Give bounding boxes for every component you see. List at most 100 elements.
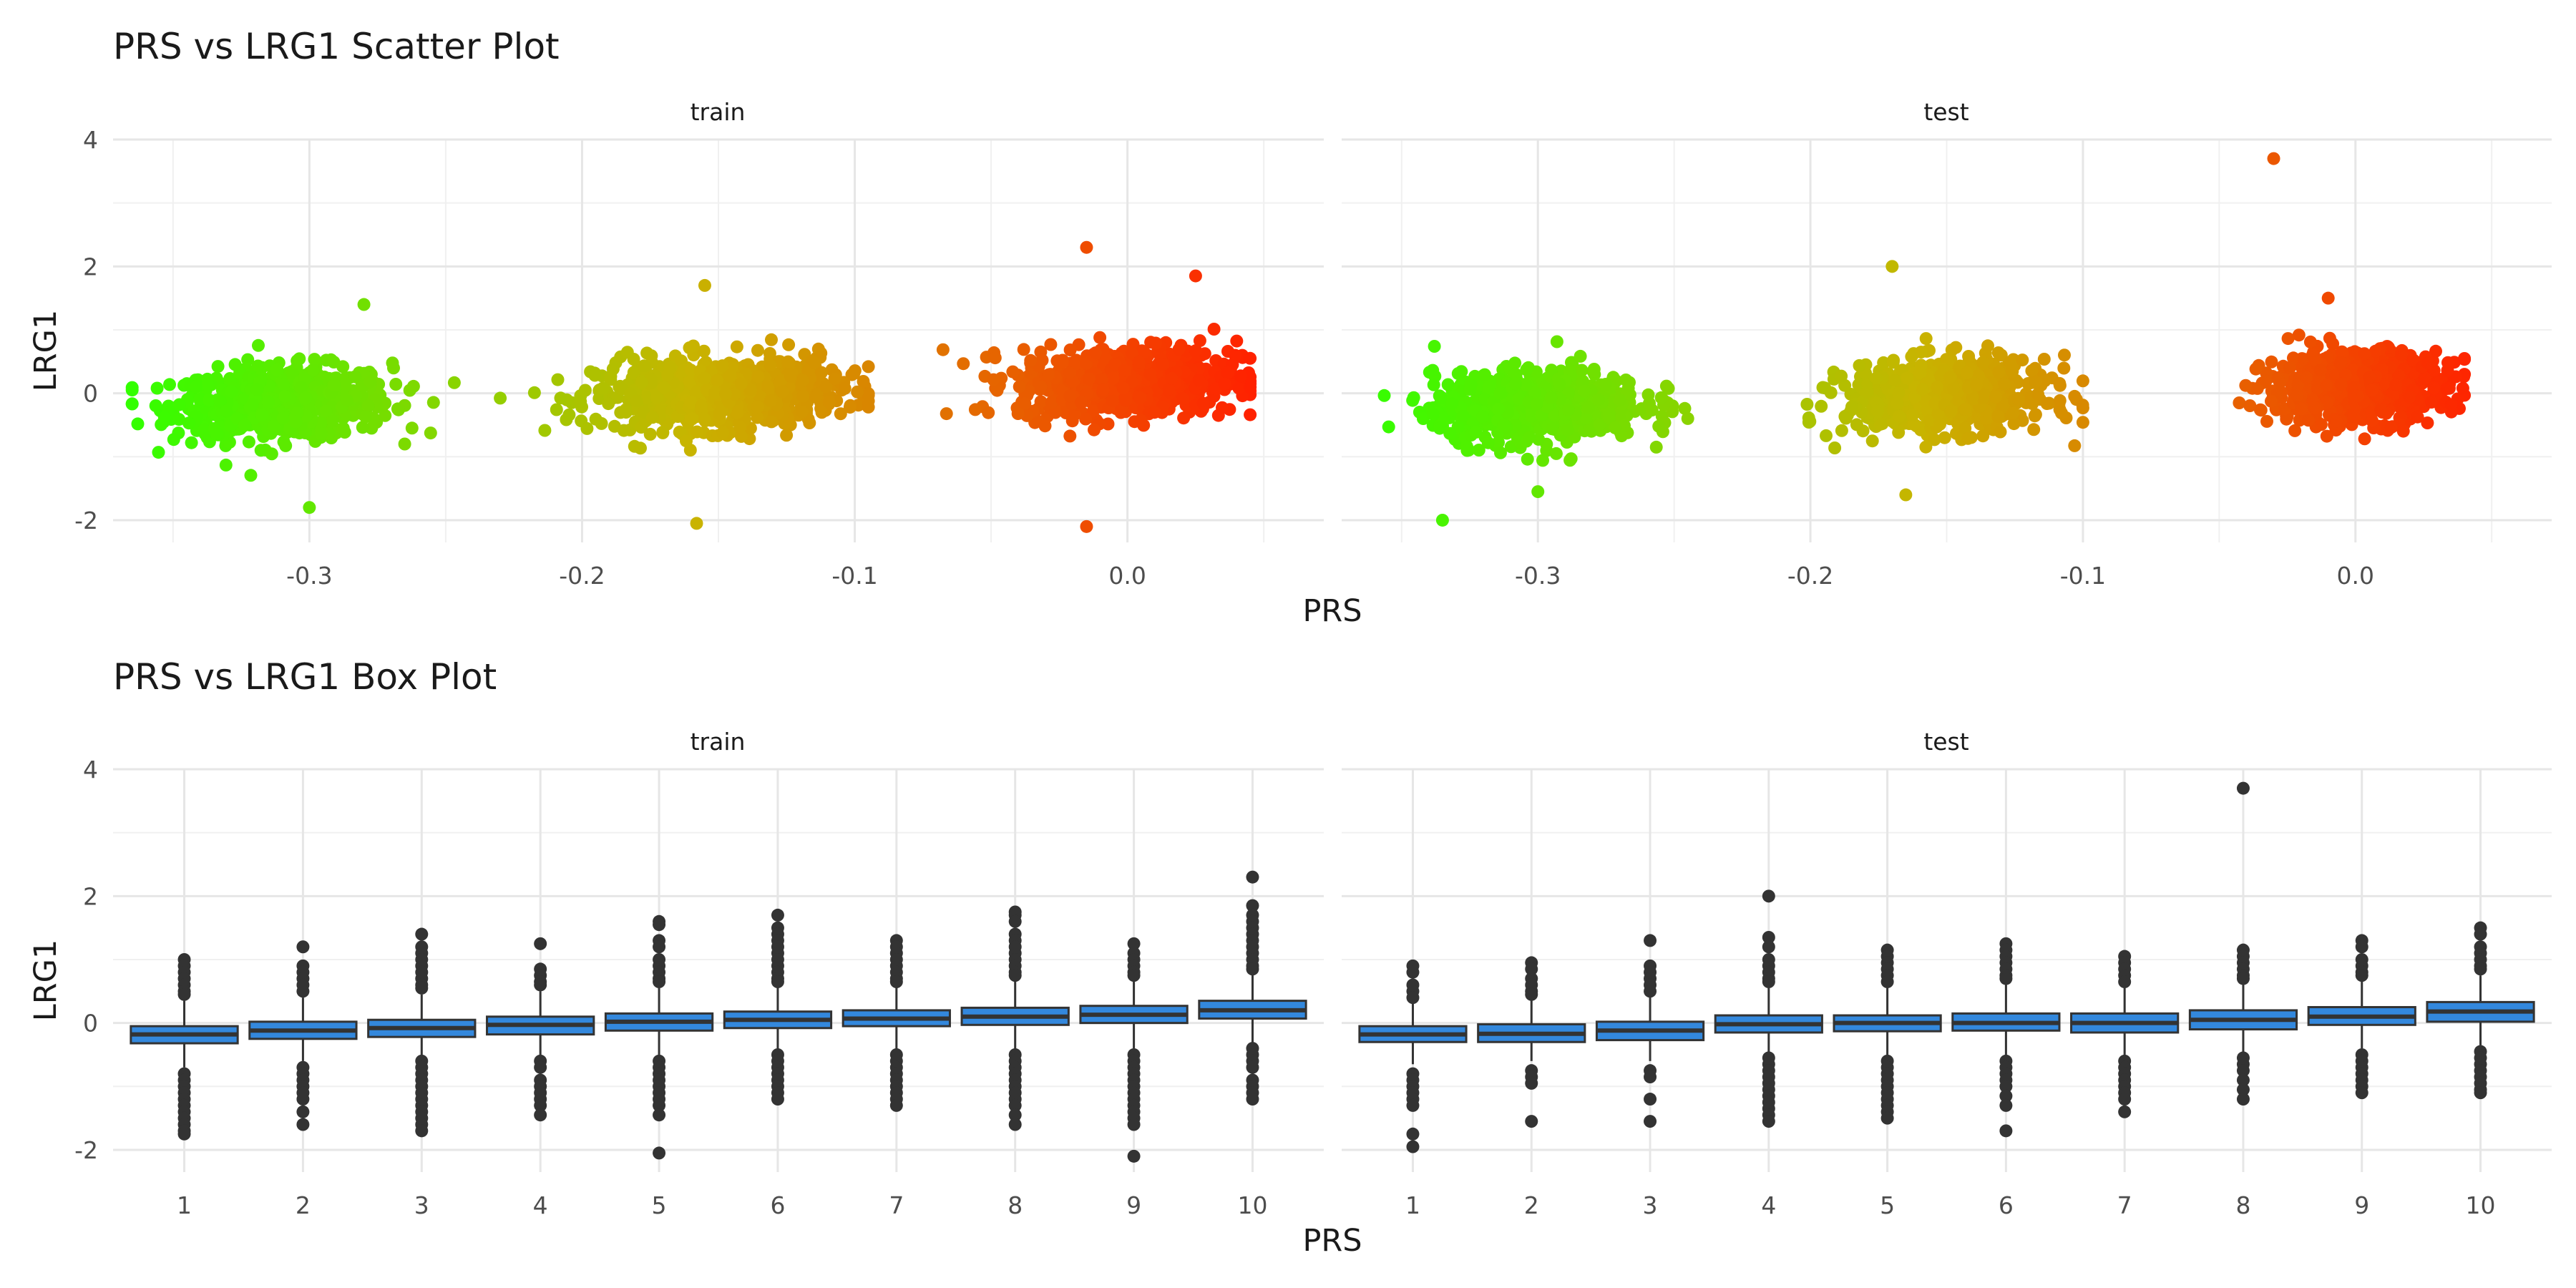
- scatter-point: [389, 378, 403, 391]
- box-outlier: [1008, 1108, 1022, 1122]
- scatter-point: [1377, 389, 1391, 402]
- scatter-point: [2239, 379, 2253, 392]
- scatter-point: [1508, 356, 1522, 370]
- scatter-point: [1563, 454, 1577, 467]
- boxplot-y-tick-label: -2: [74, 1136, 98, 1164]
- box-outlier: [1246, 962, 1259, 976]
- scatter-point: [252, 338, 265, 352]
- box-outlier: [1999, 972, 2013, 985]
- scatter-point: [574, 395, 587, 409]
- box-outlier: [1644, 985, 1657, 998]
- box-7: [2070, 950, 2180, 1118]
- scatter-point: [1989, 390, 2002, 404]
- scatter-point: [2271, 371, 2285, 384]
- box-6: [723, 908, 833, 1106]
- box-outlier: [2118, 1105, 2132, 1118]
- box-outlier: [296, 1093, 310, 1106]
- scatter-point: [1839, 411, 1853, 425]
- scatter-point: [763, 394, 777, 407]
- scatter-point: [1426, 364, 1440, 377]
- scatter-point: [1244, 408, 1257, 421]
- scatter-point: [2320, 429, 2333, 443]
- scatter-point-outlier: [1531, 485, 1545, 499]
- box-outlier: [771, 975, 784, 989]
- scatter-point: [314, 427, 328, 440]
- scatter-point: [1048, 406, 1062, 419]
- scatter-point: [2396, 424, 2410, 438]
- scatter-point: [270, 363, 284, 376]
- scatter-point: [1800, 398, 1814, 411]
- scatter-point: [1063, 366, 1076, 379]
- box-outlier: [1762, 940, 1775, 954]
- scatter-point: [1581, 401, 1595, 414]
- box-outlier: [889, 1098, 903, 1112]
- scatter-point: [765, 333, 778, 346]
- scatter-point: [2458, 353, 2472, 366]
- scatter-point: [293, 352, 306, 366]
- box-outlier: [534, 1098, 547, 1112]
- boxplot-x-tick-label: 6: [1999, 1191, 2014, 1219]
- box-outlier: [1008, 1118, 1022, 1131]
- scatter-point: [751, 343, 764, 357]
- scatter-point: [2363, 371, 2376, 384]
- scatter-point: [2249, 362, 2263, 376]
- scatter-point: [1992, 366, 2006, 379]
- scatter-point: [1613, 394, 1626, 407]
- boxplot-x-tick-label: 3: [1643, 1191, 1658, 1219]
- box-outlier: [296, 940, 310, 954]
- scatter-point: [1133, 391, 1147, 404]
- box-9: [2307, 934, 2416, 1100]
- box-outlier: [1999, 1124, 2013, 1138]
- scatter-point: [1176, 392, 1190, 405]
- box-outlier: [1644, 1093, 1657, 1106]
- scatter-point: [278, 389, 291, 403]
- scatter-point: [2320, 379, 2333, 392]
- scatter-point: [1162, 382, 1176, 396]
- boxplot-x-tick-label: 1: [1405, 1191, 1420, 1219]
- scatter-point: [2250, 381, 2264, 395]
- scatter-point: [1575, 364, 1589, 377]
- scatter-point: [619, 406, 633, 419]
- box-outlier: [1525, 962, 1538, 976]
- scatter-point: [1218, 377, 1231, 391]
- scatter-point: [2004, 356, 2017, 369]
- box-outlier: [296, 1118, 310, 1131]
- boxplot-x-tick-label: 2: [296, 1191, 311, 1219]
- scatter-point: [2334, 356, 2348, 369]
- scatter-point: [203, 394, 216, 406]
- scatter-point: [2335, 345, 2348, 358]
- scatter-point: [1156, 358, 1170, 371]
- scatter-point: [2365, 384, 2379, 397]
- scatter-point: [1860, 385, 1874, 399]
- scatter-point: [2007, 417, 2021, 431]
- scatter-point: [1962, 350, 1976, 363]
- scatter-point: [1820, 429, 1833, 442]
- box-8: [2188, 781, 2298, 1106]
- scatter-point: [131, 417, 145, 431]
- scatter-point: [733, 421, 747, 434]
- box-outlier: [1246, 870, 1259, 884]
- scatter-point: [731, 406, 744, 419]
- scatter-point: [2421, 356, 2435, 370]
- scatter-point: [2330, 414, 2343, 428]
- scatter-panel-test: [1342, 138, 2552, 542]
- scatter-point: [1017, 343, 1030, 356]
- scatter-point: [1221, 366, 1234, 379]
- scatter-point: [1492, 436, 1505, 449]
- scatter-point: [661, 369, 675, 382]
- scatter-point: [987, 373, 1000, 386]
- scatter-point: [1890, 396, 1904, 410]
- scatter-point: [796, 389, 810, 403]
- scatter-point: [219, 458, 233, 472]
- scatter-point: [319, 404, 333, 418]
- boxplot-y-tick-label: 0: [83, 1010, 98, 1038]
- scatter-y-tick-label: -2: [74, 507, 98, 535]
- scatter-point: [2265, 394, 2278, 408]
- box-outlier: [1880, 1111, 1894, 1125]
- scatter-point: [182, 416, 195, 430]
- scatter-point: [1455, 365, 1468, 379]
- scatter-point: [2300, 371, 2313, 384]
- scatter-point: [1991, 410, 2005, 424]
- scatter-point: [1919, 332, 1933, 346]
- scatter-point: [255, 408, 269, 421]
